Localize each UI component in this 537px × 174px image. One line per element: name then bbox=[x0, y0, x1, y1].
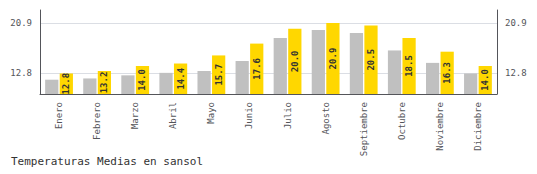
svg-text:15.7: 15.7 bbox=[214, 64, 224, 86]
svg-text:12.8: 12.8 bbox=[61, 73, 71, 95]
svg-text:20.9: 20.9 bbox=[505, 18, 527, 28]
svg-text:14.0: 14.0 bbox=[137, 69, 147, 91]
svg-text:Julio: Julio bbox=[283, 102, 293, 129]
svg-text:Febrero: Febrero bbox=[92, 102, 102, 140]
svg-text:20.0: 20.0 bbox=[290, 50, 300, 72]
svg-text:12.8: 12.8 bbox=[505, 68, 527, 78]
svg-text:Octubre: Octubre bbox=[397, 102, 407, 140]
svg-text:Septiembre: Septiembre bbox=[359, 102, 369, 156]
svg-text:20.9: 20.9 bbox=[10, 18, 32, 28]
svg-text:Noviembre: Noviembre bbox=[435, 102, 445, 151]
svg-text:16.3: 16.3 bbox=[442, 62, 452, 84]
svg-text:14.4: 14.4 bbox=[176, 67, 186, 89]
svg-text:Enero: Enero bbox=[54, 102, 64, 129]
svg-text:Diciembre: Diciembre bbox=[473, 102, 483, 151]
svg-text:17.6: 17.6 bbox=[252, 58, 262, 80]
svg-text:Agosto: Agosto bbox=[321, 102, 331, 135]
svg-text:20.5: 20.5 bbox=[366, 49, 376, 71]
svg-text:18.5: 18.5 bbox=[404, 55, 414, 77]
svg-text:Mayo: Mayo bbox=[206, 102, 216, 124]
svg-text:14.0: 14.0 bbox=[480, 69, 490, 91]
svg-text:20.9: 20.9 bbox=[328, 48, 338, 70]
svg-text:Marzo: Marzo bbox=[130, 102, 140, 129]
svg-text:Temperaturas Medias en sansol: Temperaturas Medias en sansol bbox=[11, 155, 203, 168]
svg-text:13.2: 13.2 bbox=[99, 72, 109, 94]
svg-text:12.8: 12.8 bbox=[10, 68, 32, 78]
svg-text:Abril: Abril bbox=[168, 102, 178, 129]
svg-text:Junio: Junio bbox=[244, 102, 254, 129]
